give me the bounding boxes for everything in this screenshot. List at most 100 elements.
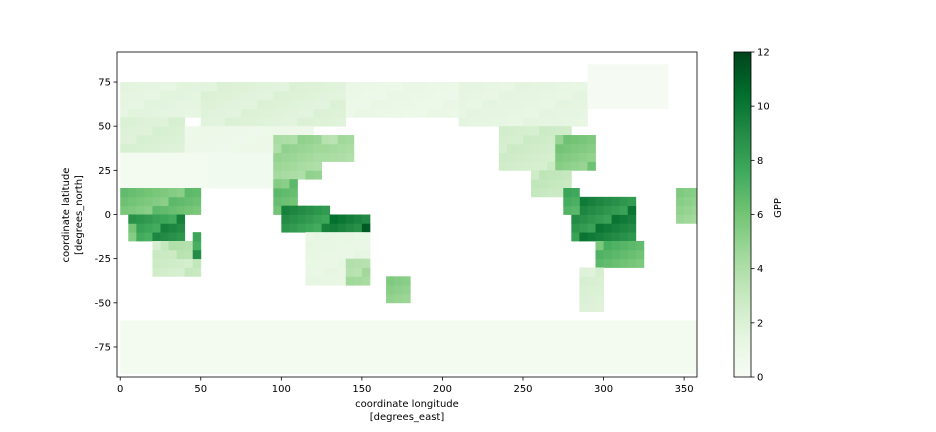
heatmap-cell bbox=[289, 205, 298, 215]
heatmap-cell bbox=[474, 117, 484, 127]
heatmap-cell bbox=[563, 205, 572, 215]
heatmap-cell bbox=[208, 161, 218, 171]
heatmap-cell bbox=[676, 205, 685, 215]
heatmap-cell bbox=[337, 143, 347, 154]
heatmap-cell bbox=[176, 205, 186, 215]
heatmap-cell bbox=[305, 117, 314, 127]
heatmap-cell bbox=[563, 188, 572, 198]
heatmap-cell bbox=[160, 214, 169, 224]
heatmap-cell bbox=[506, 126, 516, 136]
heatmap-cell bbox=[539, 90, 548, 101]
heatmap-cell bbox=[152, 117, 161, 127]
heatmap-cell bbox=[547, 135, 556, 145]
heatmap-cell bbox=[305, 135, 314, 145]
heatmap-cell bbox=[176, 179, 186, 189]
heatmap-cell bbox=[128, 214, 137, 224]
heatmap-cell bbox=[369, 338, 379, 348]
heatmap-cell bbox=[514, 329, 524, 339]
heatmap-cell bbox=[595, 293, 604, 304]
heatmap-cell bbox=[442, 90, 451, 101]
x-axis-label-line1: coordinate longitude bbox=[355, 399, 459, 410]
heatmap-cell bbox=[257, 117, 266, 127]
heatmap-cell bbox=[466, 117, 476, 127]
heatmap-cell bbox=[345, 143, 355, 154]
heatmap-cell bbox=[249, 99, 258, 109]
heatmap-cell bbox=[466, 355, 476, 366]
heatmap-cell bbox=[281, 90, 290, 101]
heatmap-cell bbox=[160, 135, 169, 145]
colorbar-tick-label: 10 bbox=[757, 102, 770, 113]
x-tick-label: 200 bbox=[433, 384, 452, 395]
heatmap-cell bbox=[402, 329, 411, 339]
heatmap-cell bbox=[603, 249, 613, 260]
heatmap-cell bbox=[611, 240, 621, 251]
heatmap-cell bbox=[184, 170, 194, 180]
heatmap-cell bbox=[531, 329, 540, 339]
heatmap-cell bbox=[120, 117, 129, 127]
heatmap-cell bbox=[579, 355, 588, 366]
heatmap-cell bbox=[676, 196, 685, 207]
heatmap-cell bbox=[313, 223, 323, 233]
heatmap-cell bbox=[426, 346, 435, 357]
heatmap-cell bbox=[595, 258, 604, 268]
heatmap-cell bbox=[627, 223, 637, 233]
heatmap-cell bbox=[192, 205, 202, 215]
heatmap-cell bbox=[587, 205, 596, 215]
heatmap-cell bbox=[273, 135, 282, 145]
heatmap-cell bbox=[152, 90, 161, 101]
heatmap-cell bbox=[216, 338, 226, 348]
heatmap-cell bbox=[635, 90, 645, 101]
heatmap-cell bbox=[490, 117, 500, 127]
heatmap-cell bbox=[595, 329, 604, 339]
heatmap-cell bbox=[337, 214, 347, 224]
heatmap-cell bbox=[643, 355, 653, 366]
heatmap-cell bbox=[168, 249, 178, 260]
heatmap-cell bbox=[297, 205, 306, 215]
heatmap-cell bbox=[563, 346, 572, 357]
y-tick-label: -25 bbox=[95, 254, 111, 265]
heatmap-cell bbox=[120, 143, 129, 154]
heatmap-cell bbox=[684, 188, 693, 198]
heatmap-cell bbox=[402, 99, 411, 109]
heatmap-cell bbox=[313, 320, 323, 330]
heatmap-cell bbox=[410, 82, 419, 92]
heatmap-cell bbox=[361, 249, 371, 260]
heatmap-cell bbox=[313, 276, 323, 286]
heatmap-cell bbox=[257, 82, 266, 92]
heatmap-cell bbox=[555, 143, 564, 154]
heatmap-cell bbox=[619, 73, 629, 83]
heatmap-cell bbox=[281, 329, 290, 339]
heatmap-cell bbox=[692, 214, 697, 224]
heatmap-cell bbox=[611, 99, 621, 109]
heatmap-cell bbox=[651, 338, 661, 348]
heatmap-cell bbox=[418, 90, 427, 101]
heatmap-cell bbox=[579, 267, 588, 277]
heatmap-cell bbox=[450, 108, 459, 118]
heatmap-cell bbox=[192, 355, 202, 366]
heatmap-cell bbox=[241, 143, 250, 154]
heatmap-cell bbox=[289, 99, 298, 109]
heatmap-cell bbox=[160, 267, 169, 277]
heatmap-cell bbox=[345, 329, 355, 339]
heatmap-cell bbox=[224, 338, 234, 348]
heatmap-cell bbox=[120, 99, 129, 109]
heatmap-cell bbox=[498, 364, 508, 374]
heatmap-cell bbox=[490, 108, 500, 118]
heatmap-cell bbox=[611, 258, 621, 268]
heatmap-cell bbox=[361, 329, 371, 339]
heatmap-cell bbox=[144, 170, 153, 180]
heatmap-cell bbox=[369, 320, 379, 330]
heatmap-cell bbox=[611, 223, 621, 233]
heatmap-cell bbox=[474, 329, 484, 339]
heatmap-cell bbox=[539, 143, 548, 154]
heatmap-cell bbox=[168, 99, 178, 109]
heatmap-cell bbox=[361, 320, 371, 330]
heatmap-cell bbox=[305, 152, 314, 162]
heatmap-cell bbox=[273, 205, 282, 215]
heatmap-cell bbox=[160, 108, 169, 118]
heatmap-cell bbox=[321, 117, 331, 127]
heatmap-cell bbox=[587, 64, 596, 74]
colorbar-tick-label: 4 bbox=[757, 264, 763, 275]
heatmap-cell bbox=[474, 355, 484, 366]
heatmap-cell bbox=[378, 99, 387, 109]
